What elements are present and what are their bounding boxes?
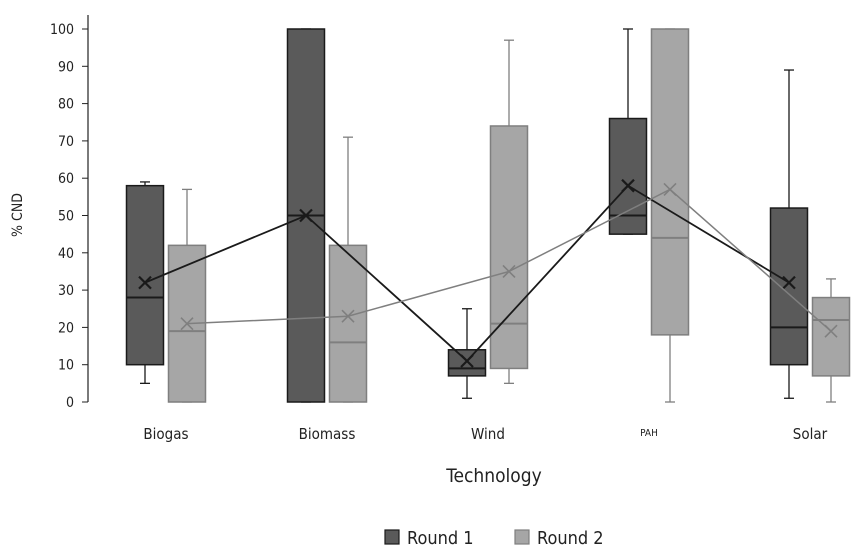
y-tick-label: 70: [58, 134, 74, 150]
mean-marker: [138, 275, 152, 290]
y-axis-label: % CND: [10, 193, 26, 237]
box-round-2-pah: [650, 28, 690, 403]
iqr-box: [328, 244, 368, 403]
mean-marker: [299, 208, 313, 223]
legend-swatch: [514, 529, 530, 545]
mean-marker: [824, 324, 838, 338]
iqr-box: [811, 296, 851, 377]
y-tick-label: 50: [58, 209, 74, 225]
y-tick-label: 90: [58, 59, 74, 75]
mean-marker: [782, 275, 796, 290]
mean-marker-stroke: [341, 309, 355, 323]
x-tick-label: Biomass: [299, 425, 356, 443]
mean-marker-stroke: [180, 317, 194, 331]
x-tick-label: Wind: [471, 425, 505, 443]
iqr-box: [650, 28, 690, 336]
mean-marker: [341, 309, 355, 323]
box-round-1-wind: [447, 308, 487, 399]
boxes-layer: [125, 28, 851, 403]
legend: Round 1 Round 2: [384, 528, 604, 549]
y-tick-label: 0: [66, 395, 74, 411]
y-axis: 0 10 20 30 40 50 60 70 80 90 100: [50, 15, 89, 411]
legend-label: Round 2: [537, 528, 604, 549]
x-axis: Biogas Biomass Wind PAH Solar: [143, 425, 827, 443]
mean-marker-stroke: [621, 178, 635, 193]
box-round-2-biogas: [167, 188, 207, 403]
y-tick-label: 10: [58, 358, 74, 374]
mean-lines-layer: [138, 178, 838, 368]
mean-marker: [460, 354, 474, 368]
y-tick-label: 80: [58, 97, 74, 113]
iqr-box: [489, 125, 529, 370]
x-tick-label: Solar: [793, 425, 828, 443]
x-tick-label: PAH: [640, 428, 658, 439]
y-tick-label: 60: [58, 171, 74, 187]
legend-label: Round 1: [407, 528, 474, 549]
box-round-2-solar: [811, 278, 851, 403]
iqr-box: [125, 184, 165, 366]
mean-marker-stroke: [299, 208, 313, 223]
iqr-box: [447, 349, 487, 377]
y-tick-label: 30: [58, 283, 74, 299]
y-tick-label: 100: [50, 22, 74, 38]
y-tick-label: 20: [58, 320, 74, 336]
mean-marker-stroke: [460, 354, 474, 368]
x-tick-label: Biogas: [143, 425, 188, 443]
mean-marker-stroke: [782, 275, 796, 290]
box-round-1-biogas: [125, 181, 165, 385]
box-round-2-biomass: [328, 136, 368, 403]
box-round-1-solar: [769, 69, 809, 399]
box-round-1-pah: [608, 28, 648, 235]
legend-swatch: [384, 529, 400, 545]
mean-marker: [502, 264, 516, 279]
mean-marker-stroke: [502, 264, 516, 279]
x-axis-label: Technology: [445, 465, 541, 487]
mean-marker-stroke: [663, 182, 677, 196]
mean-marker-stroke: [138, 275, 152, 290]
mean-marker: [180, 317, 194, 331]
mean-marker-stroke: [824, 324, 838, 338]
y-tick-label: 40: [58, 246, 74, 262]
box-round-2-wind: [489, 39, 529, 385]
mean-marker: [621, 178, 635, 193]
iqr-box: [769, 207, 809, 366]
mean-marker: [663, 182, 677, 196]
